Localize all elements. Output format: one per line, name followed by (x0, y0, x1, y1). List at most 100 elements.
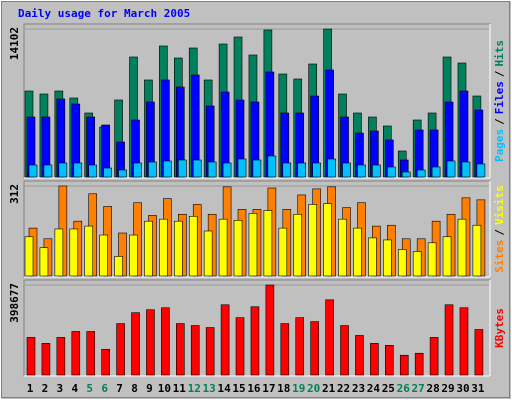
bar (84, 225, 94, 277)
bar (427, 242, 437, 277)
x-tick-label: 24 (367, 382, 381, 395)
legend-entry: Visits (493, 185, 506, 225)
legend: Sites / Visits (493, 185, 506, 273)
bar (397, 249, 407, 277)
x-tick-label: 16 (247, 382, 261, 395)
bar (56, 337, 66, 376)
bar (312, 162, 321, 178)
bar (176, 323, 185, 376)
x-tick-label: 18 (277, 382, 290, 395)
x-tick-label: 1 (27, 382, 34, 395)
bar (429, 337, 439, 376)
x-tick-label: 30 (456, 382, 469, 395)
bar (233, 220, 243, 277)
legend-entry: Pages (493, 129, 506, 162)
bar (235, 317, 245, 376)
bar (222, 162, 232, 178)
bar (431, 166, 441, 178)
bar (174, 220, 183, 277)
bar (338, 218, 347, 277)
x-tick-label: 25 (382, 382, 395, 395)
y-tick-label: 398677 (8, 283, 21, 323)
x-tick-label: 21 (322, 382, 336, 395)
bar (414, 352, 424, 376)
bar (39, 247, 49, 277)
bar (340, 325, 349, 376)
bar (203, 230, 213, 277)
x-tick-label: 8 (131, 382, 138, 395)
bar (26, 337, 36, 376)
bar (327, 158, 336, 178)
x-tick-label: 10 (158, 382, 171, 395)
bar (86, 331, 96, 376)
legend-separator: / (493, 118, 506, 125)
bar (476, 163, 486, 178)
bar (355, 335, 364, 376)
bar (41, 343, 51, 376)
bar (412, 251, 422, 277)
bar (444, 304, 454, 376)
bar (250, 306, 260, 376)
bar (368, 237, 377, 277)
bar (178, 159, 187, 178)
bar (399, 354, 409, 376)
x-tick-label: 28 (426, 382, 439, 395)
bar (446, 160, 456, 178)
bar (383, 239, 392, 277)
bar (472, 224, 482, 277)
bar (207, 161, 217, 178)
bar (99, 234, 108, 277)
y-tick-label: 312 (8, 184, 21, 204)
bar (325, 299, 334, 376)
bar (71, 331, 81, 376)
bar (457, 218, 467, 277)
y-tick-label: 14102 (8, 27, 21, 60)
bar (237, 158, 247, 178)
bar (205, 327, 215, 376)
legend: Pages / Files / Hits (493, 40, 506, 162)
bar (263, 210, 273, 277)
bar (280, 323, 290, 376)
x-tick-label: 15 (232, 382, 245, 395)
bar (461, 161, 471, 178)
bar (88, 164, 98, 178)
x-tick-label: 2 (42, 382, 49, 395)
bar (101, 348, 110, 376)
bar (54, 228, 64, 277)
bar (43, 164, 53, 178)
bar (387, 166, 396, 178)
legend-separator: / (493, 229, 506, 236)
bar (293, 213, 303, 277)
bar (385, 345, 394, 376)
x-tick-label: 22 (337, 382, 350, 395)
x-tick-label: 5 (86, 382, 93, 395)
x-tick-label: 12 (188, 382, 201, 395)
bar (69, 228, 79, 277)
x-tick-label: 20 (307, 382, 320, 395)
x-tick-label: 14 (217, 382, 231, 395)
bar (118, 169, 127, 178)
bar (372, 164, 381, 178)
bar (28, 164, 38, 178)
bar (131, 312, 140, 376)
bar (129, 234, 138, 277)
x-tick-label: 11 (173, 382, 187, 395)
bar (190, 325, 200, 376)
bar (103, 167, 112, 178)
x-tick-label: 23 (352, 382, 365, 395)
chart-title: Daily usage for March 2005 (18, 7, 190, 20)
bar (370, 343, 379, 376)
x-tick-label: 19 (292, 382, 305, 395)
x-tick-label: 6 (101, 382, 108, 395)
legend: KBytes (493, 308, 506, 348)
bar (416, 169, 426, 178)
x-tick-label: 3 (57, 382, 64, 395)
bar (146, 309, 155, 376)
legend-entry: Hits (493, 40, 506, 67)
bar (252, 159, 262, 178)
bar (116, 323, 125, 376)
bar (297, 162, 307, 178)
bar (353, 227, 362, 277)
